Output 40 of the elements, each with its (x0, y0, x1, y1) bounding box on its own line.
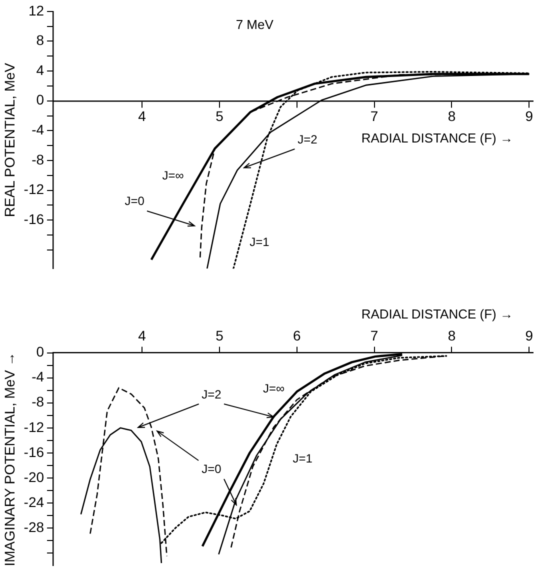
x-axis-title: RADIAL DISTANCE (F) → (361, 306, 513, 322)
x-tick-label: 4 (138, 108, 146, 124)
y-tick-label: -8 (32, 394, 44, 410)
y-tick-label: -12 (24, 181, 44, 198)
y-tick-label: 12 (28, 2, 44, 18)
x-tick-label: 9 (525, 327, 534, 344)
x-tick-label: 7 (370, 108, 378, 124)
text: J=2 (202, 388, 222, 402)
y-tick-label: -16 (24, 444, 44, 460)
text: J=0 (202, 462, 222, 476)
x-tick-label: 7 (370, 327, 378, 344)
x-tick-label: 6 (292, 327, 301, 344)
series-label: J=1 (250, 235, 270, 250)
y-tick-label: -4 (32, 368, 44, 385)
y-axis-title: REAL POTENTIAL, MeV (1, 62, 18, 218)
y-tick-label: 0 (36, 344, 44, 360)
text: J=0 (124, 194, 145, 208)
annotation: 7 MeV (236, 16, 274, 32)
series-label: J=2 (298, 132, 318, 146)
y-tick-label: -20 (24, 468, 44, 485)
y-tick-label: 8 (36, 32, 44, 48)
y-tick-label: -4 (32, 122, 44, 138)
x-tick-label: 5 (216, 327, 224, 344)
y-tick-label: 0 (36, 92, 44, 108)
x-tick-label: 9 (525, 108, 534, 124)
series-label: J=1 (292, 452, 313, 466)
x-axis-title: RADIAL DISTANCE (F) → (361, 130, 513, 146)
y-tick-label: -8 (32, 151, 44, 168)
x-tick-label: 5 (216, 108, 224, 124)
series-label: J=∞ (263, 381, 286, 396)
x-tick-label: 8 (448, 327, 456, 344)
y-tick-label: 4 (36, 62, 44, 78)
y-tick-label: -12 (24, 418, 44, 435)
x-tick-label: 4 (138, 327, 146, 344)
x-tick-label: 8 (448, 108, 456, 124)
y-tick-label: -16 (24, 211, 44, 227)
y-tick-label: -28 (24, 518, 44, 535)
series-label: J=∞ (162, 168, 184, 182)
y-axis-title: IMAGINARY POTENTIAL, MeV → (1, 352, 18, 566)
y-tick-label: -24 (24, 494, 44, 510)
